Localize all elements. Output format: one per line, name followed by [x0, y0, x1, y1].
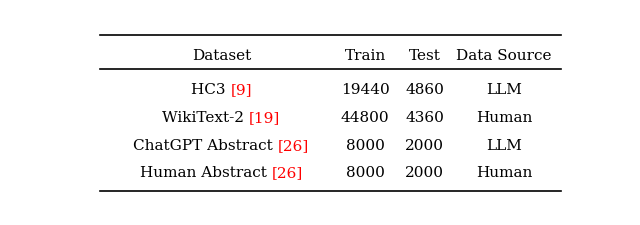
Text: [26]: [26] — [278, 139, 309, 153]
Text: LLM: LLM — [486, 139, 522, 153]
Text: 44800: 44800 — [341, 111, 390, 125]
Text: 2000: 2000 — [405, 139, 444, 153]
Text: Test: Test — [409, 50, 441, 63]
Text: 4860: 4860 — [405, 83, 444, 97]
Text: [19]: [19] — [249, 111, 280, 125]
Text: LLM: LLM — [486, 83, 522, 97]
Text: HC3: HC3 — [191, 83, 230, 97]
Text: 19440: 19440 — [341, 83, 390, 97]
Text: 4360: 4360 — [405, 111, 444, 125]
Text: Train: Train — [344, 50, 386, 63]
Text: Human: Human — [476, 111, 532, 125]
Text: Dataset: Dataset — [192, 50, 251, 63]
Text: [26]: [26] — [271, 166, 303, 180]
Text: Data Source: Data Source — [456, 50, 552, 63]
Text: ChatGPT Abstract: ChatGPT Abstract — [133, 139, 278, 153]
Text: [9]: [9] — [230, 83, 252, 97]
Text: 8000: 8000 — [346, 166, 385, 180]
Text: 8000: 8000 — [346, 139, 385, 153]
Text: Human: Human — [476, 166, 532, 180]
Text: WikiText-2: WikiText-2 — [163, 111, 249, 125]
Text: Human Abstract: Human Abstract — [140, 166, 271, 180]
Text: 2000: 2000 — [405, 166, 444, 180]
